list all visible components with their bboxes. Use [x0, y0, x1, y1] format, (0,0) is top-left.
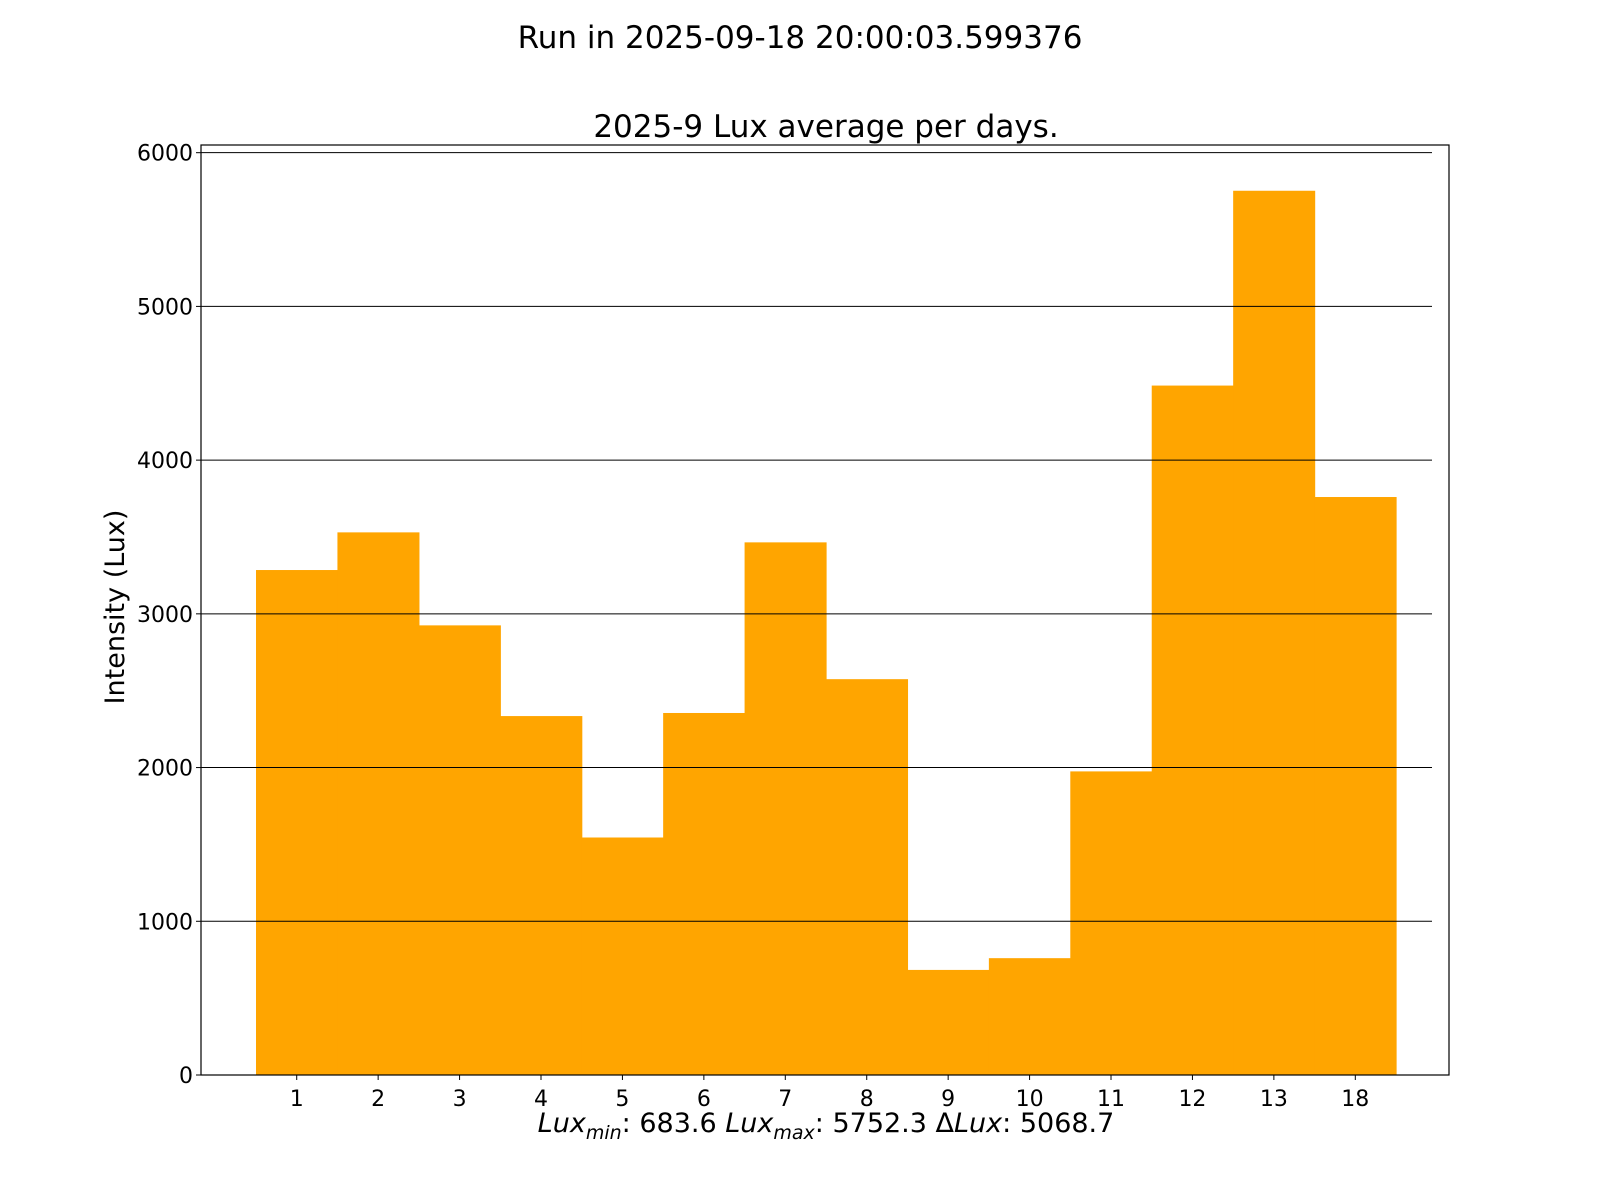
- x-tick-label-10: 10: [1016, 1087, 1044, 1112]
- bar-day-6: [663, 712, 746, 1075]
- bar-day-1: [256, 570, 339, 1075]
- bar-day-9: [907, 969, 990, 1075]
- gridlines-over-bars: [201, 152, 1432, 1076]
- y-tick-label-6000: 6000: [137, 142, 193, 167]
- lux-summary: Luxmin: 683.6 Luxmax: 5752.3 ΔLux: 5068.…: [538, 1108, 1115, 1144]
- x-tick-label-11: 11: [1097, 1087, 1125, 1112]
- bars: [256, 190, 1397, 1075]
- y-tick-label-4000: 4000: [137, 449, 193, 474]
- lux-max-value: : 5752.3: [815, 1108, 927, 1139]
- plot-frame: [200, 144, 1450, 1076]
- bar-day-13: [1233, 190, 1316, 1075]
- y-tick-label-3000: 3000: [137, 603, 193, 628]
- chart-title: 2025-9 Lux average per days.: [593, 109, 1058, 145]
- x-tick-label-2: 2: [371, 1087, 385, 1112]
- x-tick-label-8: 8: [860, 1087, 874, 1112]
- delta-lux-value: : 5068.7: [1002, 1108, 1114, 1139]
- lux-min-label: Lux: [538, 1108, 587, 1139]
- x-tick-label-3: 3: [453, 1087, 467, 1112]
- lux-max-subscript: max: [773, 1122, 815, 1144]
- bar-day-10: [988, 958, 1071, 1075]
- bar-day-11: [1070, 771, 1153, 1075]
- y-tick-label-0: 0: [179, 1064, 193, 1089]
- figure-title: Run in 2025-09-18 20:00:03.599376: [518, 20, 1083, 56]
- x-axis-ticks: 1 2 3 4 5 6 7 8 9 10 11 12 13 18: [290, 1075, 1369, 1112]
- bar-day-8: [826, 679, 909, 1075]
- x-tick-label-9: 9: [941, 1087, 955, 1112]
- bar-day-2: [337, 532, 420, 1075]
- x-tick-label-13: 13: [1260, 1087, 1288, 1112]
- x-tick-label-6: 6: [697, 1087, 711, 1112]
- lux-min-value: : 683.6: [622, 1108, 717, 1139]
- x-tick-label-18: 18: [1341, 1087, 1369, 1112]
- summary-gap: [927, 1108, 936, 1139]
- y-axis-ticks: 0 1000 2000 3000 4000 5000 6000: [137, 142, 201, 1089]
- x-tick-label-12: 12: [1178, 1087, 1206, 1112]
- bar-day-12: [1151, 385, 1234, 1075]
- delta-symbol: Δ: [936, 1108, 955, 1139]
- y-tick-label-2000: 2000: [137, 757, 193, 782]
- y-axis-label: Intensity (Lux): [100, 510, 131, 705]
- bar-day-5: [581, 837, 664, 1075]
- bar-day-18: [1314, 497, 1397, 1075]
- x-tick-label-4: 4: [534, 1087, 548, 1112]
- y-tick-label-1000: 1000: [137, 910, 193, 935]
- x-tick-label-1: 1: [290, 1087, 304, 1112]
- x-tick-label-5: 5: [615, 1087, 629, 1112]
- x-tick-label-7: 7: [778, 1087, 792, 1112]
- bar-day-3: [418, 625, 501, 1075]
- delta-lux-label: Lux: [954, 1108, 1003, 1139]
- summary-gap: [717, 1108, 726, 1139]
- lux-min-subscript: min: [586, 1122, 622, 1144]
- bar-day-4: [500, 716, 583, 1075]
- y-tick-label-5000: 5000: [137, 295, 193, 320]
- lux-max-label: Lux: [725, 1108, 774, 1139]
- bar-day-7: [744, 542, 827, 1075]
